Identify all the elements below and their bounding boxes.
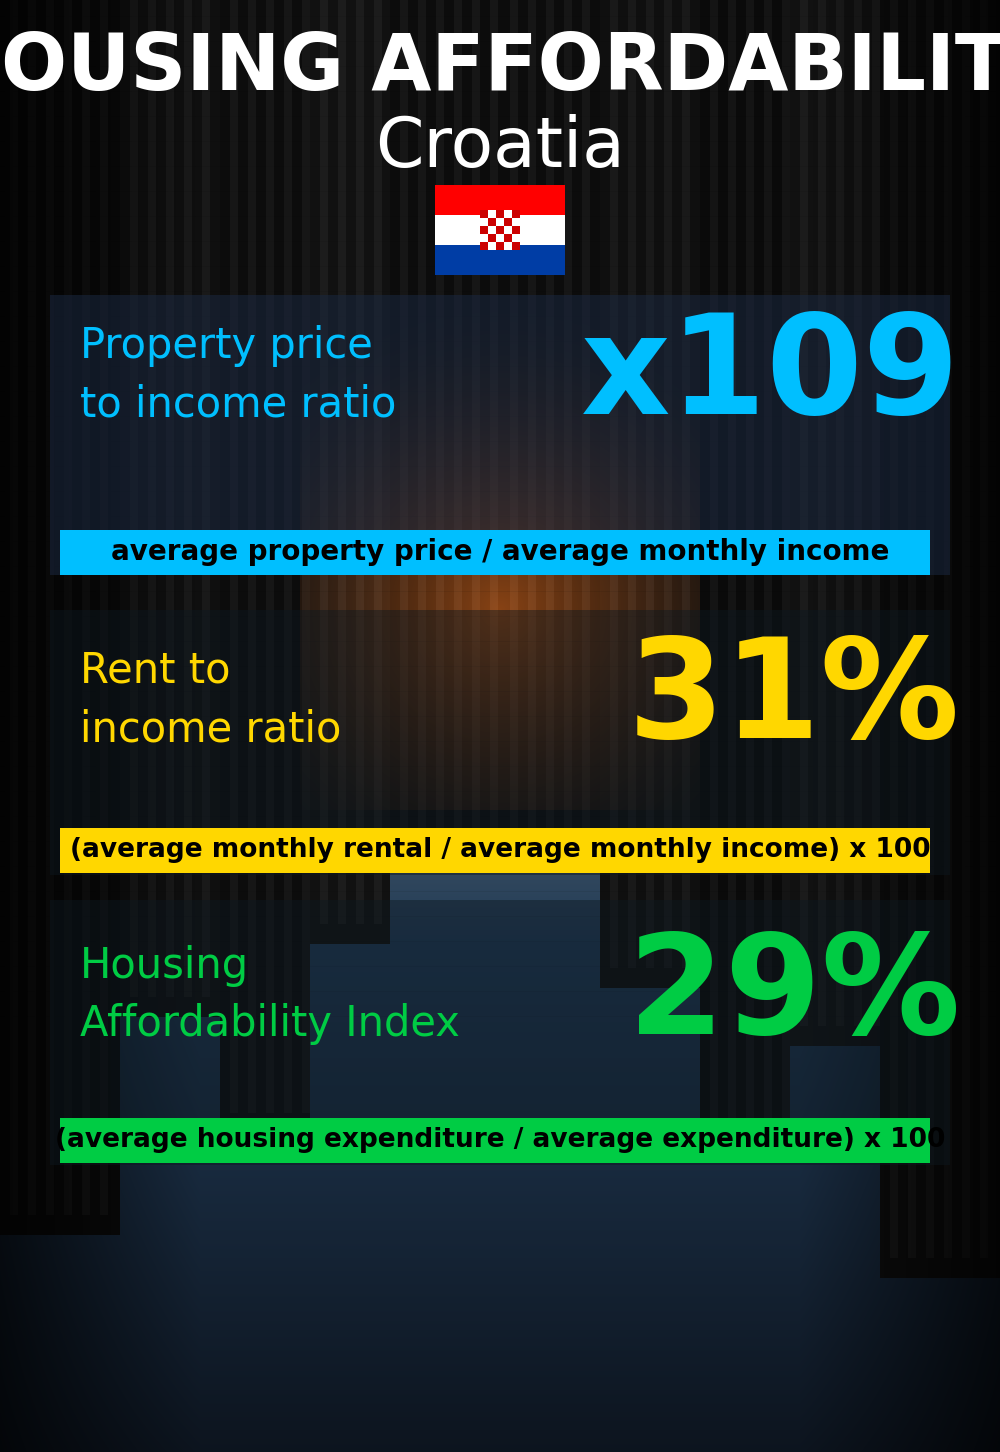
Bar [512, 211, 520, 218]
Text: x109: x109 [581, 308, 960, 443]
Bar [60, 1118, 930, 1163]
Bar [488, 211, 496, 218]
Text: 29%: 29% [628, 928, 960, 1063]
Bar [512, 227, 520, 234]
Bar [435, 245, 565, 274]
Bar [504, 227, 512, 234]
Bar [435, 184, 565, 215]
Bar [480, 218, 488, 227]
Bar [504, 234, 512, 242]
Bar [480, 242, 488, 250]
Bar [435, 215, 565, 245]
Text: Croatia: Croatia [375, 115, 625, 182]
Bar [496, 242, 504, 250]
Bar [512, 234, 520, 242]
Text: (average housing expenditure / average expenditure) x 100: (average housing expenditure / average e… [55, 1127, 945, 1153]
Text: Rent to
income ratio: Rent to income ratio [80, 649, 341, 751]
Bar [480, 234, 488, 242]
Bar [496, 218, 504, 227]
Bar [488, 218, 496, 227]
Bar [480, 211, 488, 218]
Text: average property price / average monthly income: average property price / average monthly… [111, 539, 889, 566]
Bar [488, 227, 496, 234]
Bar [480, 227, 488, 234]
Bar [496, 211, 504, 218]
Bar [50, 900, 950, 1165]
Text: Property price
to income ratio: Property price to income ratio [80, 325, 396, 425]
Text: Housing
Affordability Index: Housing Affordability Index [80, 945, 460, 1045]
Bar [504, 211, 512, 218]
Bar [50, 610, 950, 876]
Bar [496, 234, 504, 242]
Bar [496, 227, 504, 234]
Bar [504, 242, 512, 250]
Bar [50, 295, 950, 575]
Bar [512, 218, 520, 227]
Bar [60, 828, 930, 873]
Bar [512, 242, 520, 250]
Bar [488, 242, 496, 250]
Bar [60, 530, 930, 575]
Bar [504, 218, 512, 227]
Text: HOUSING AFFORDABILITY: HOUSING AFFORDABILITY [0, 30, 1000, 106]
Text: (average monthly rental / average monthly income) x 100: (average monthly rental / average monthl… [70, 836, 930, 862]
Bar [488, 234, 496, 242]
Text: 31%: 31% [628, 633, 960, 768]
